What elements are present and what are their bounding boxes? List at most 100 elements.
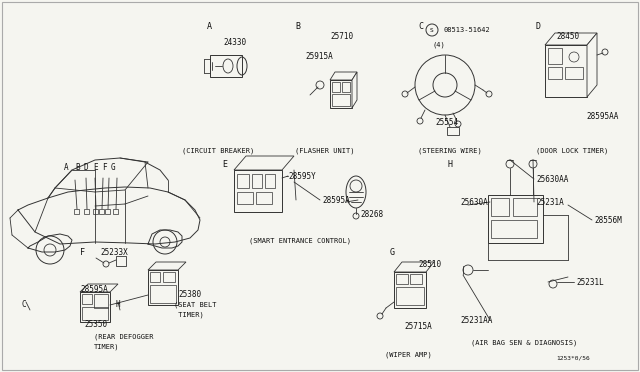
Bar — [410, 274, 422, 284]
Polygon shape — [352, 72, 357, 108]
Bar — [94, 294, 108, 308]
Text: TIMER): TIMER) — [174, 312, 204, 318]
Text: TIMER): TIMER) — [94, 344, 120, 350]
Bar — [396, 287, 424, 305]
Bar — [545, 45, 587, 97]
Text: 28595A: 28595A — [80, 285, 108, 294]
Text: G: G — [111, 163, 115, 172]
Bar — [150, 272, 160, 282]
Text: C: C — [22, 300, 27, 309]
Text: 28268: 28268 — [360, 210, 383, 219]
Text: D: D — [84, 163, 88, 172]
Bar — [513, 198, 537, 216]
Bar — [332, 94, 350, 106]
Text: 25715A: 25715A — [404, 322, 432, 331]
Text: A: A — [64, 163, 68, 172]
Bar — [491, 220, 537, 238]
Text: B: B — [295, 22, 300, 31]
Bar — [332, 82, 340, 92]
Bar — [256, 192, 272, 204]
Bar — [491, 198, 509, 216]
Text: H: H — [115, 300, 120, 309]
Text: 28595AA: 28595AA — [586, 112, 618, 121]
Text: S: S — [430, 28, 434, 32]
Bar — [105, 209, 110, 214]
Text: 25233X: 25233X — [100, 248, 128, 257]
Polygon shape — [545, 33, 597, 45]
Bar — [113, 209, 118, 214]
Polygon shape — [394, 262, 434, 272]
Text: F: F — [80, 248, 85, 257]
Text: 1253*0/56: 1253*0/56 — [556, 356, 590, 361]
Bar — [116, 256, 126, 266]
Bar — [396, 274, 408, 284]
Text: E: E — [93, 163, 99, 172]
Text: 25231L: 25231L — [576, 278, 604, 287]
Text: H: H — [448, 160, 453, 169]
Text: 28450: 28450 — [556, 32, 579, 41]
Bar — [394, 272, 426, 308]
Text: B: B — [76, 163, 80, 172]
Bar — [163, 272, 175, 282]
Bar — [237, 174, 249, 188]
Text: 28556M: 28556M — [594, 216, 621, 225]
Text: 25231AA: 25231AA — [460, 316, 492, 325]
Text: (STEERING WIRE): (STEERING WIRE) — [418, 148, 482, 154]
Text: 08513-51642: 08513-51642 — [444, 27, 491, 33]
Bar — [148, 270, 178, 305]
Text: G: G — [390, 248, 395, 257]
Bar — [342, 82, 350, 92]
Polygon shape — [330, 72, 357, 80]
Bar — [84, 209, 89, 214]
Text: 25554: 25554 — [435, 118, 459, 127]
Text: 28595Y: 28595Y — [288, 172, 316, 181]
Bar — [330, 80, 352, 108]
Text: (FLASHER UNIT): (FLASHER UNIT) — [295, 148, 355, 154]
Bar — [74, 209, 79, 214]
Text: (WIPER AMP): (WIPER AMP) — [385, 352, 431, 359]
Text: (4): (4) — [432, 42, 445, 48]
Text: (CIRCUIT BREAKER): (CIRCUIT BREAKER) — [182, 148, 254, 154]
Text: (DOOR LOCK TIMER): (DOOR LOCK TIMER) — [536, 148, 608, 154]
Text: 28595A: 28595A — [322, 196, 349, 205]
Circle shape — [153, 230, 177, 254]
Bar — [150, 285, 176, 303]
Bar — [210, 55, 242, 77]
Polygon shape — [587, 33, 597, 97]
Text: 28510: 28510 — [418, 260, 441, 269]
Circle shape — [36, 236, 64, 264]
Text: 25380: 25380 — [178, 290, 201, 299]
Text: 25231A: 25231A — [536, 198, 564, 207]
Bar — [82, 307, 108, 320]
Polygon shape — [234, 156, 294, 170]
Text: (REAR DEFOGGER: (REAR DEFOGGER — [94, 333, 154, 340]
Text: E: E — [222, 160, 227, 169]
Text: 24330: 24330 — [223, 38, 246, 47]
Text: C: C — [418, 22, 423, 31]
Bar — [99, 209, 104, 214]
Bar — [548, 67, 562, 79]
Bar — [237, 192, 253, 204]
Text: 25630A: 25630A — [460, 198, 488, 207]
Text: 25630AA: 25630AA — [536, 175, 568, 184]
Bar — [447, 127, 459, 135]
Bar — [265, 174, 275, 188]
Text: 25350: 25350 — [84, 320, 107, 329]
Text: 25710: 25710 — [330, 32, 353, 41]
Text: A: A — [207, 22, 212, 31]
Bar — [80, 292, 110, 322]
Polygon shape — [80, 284, 118, 292]
Text: (AIR BAG SEN & DIAGNOSIS): (AIR BAG SEN & DIAGNOSIS) — [471, 340, 577, 346]
Bar — [82, 294, 92, 304]
Text: D: D — [536, 22, 541, 31]
Bar — [93, 209, 98, 214]
Text: 25915A: 25915A — [305, 52, 333, 61]
Text: (SMART ENTRANCE CONTROL): (SMART ENTRANCE CONTROL) — [249, 238, 351, 244]
Text: F: F — [102, 163, 106, 172]
Bar — [488, 195, 543, 243]
Polygon shape — [148, 262, 186, 270]
Bar — [234, 170, 282, 212]
Bar — [548, 48, 562, 64]
Bar — [252, 174, 262, 188]
Bar — [565, 67, 583, 79]
